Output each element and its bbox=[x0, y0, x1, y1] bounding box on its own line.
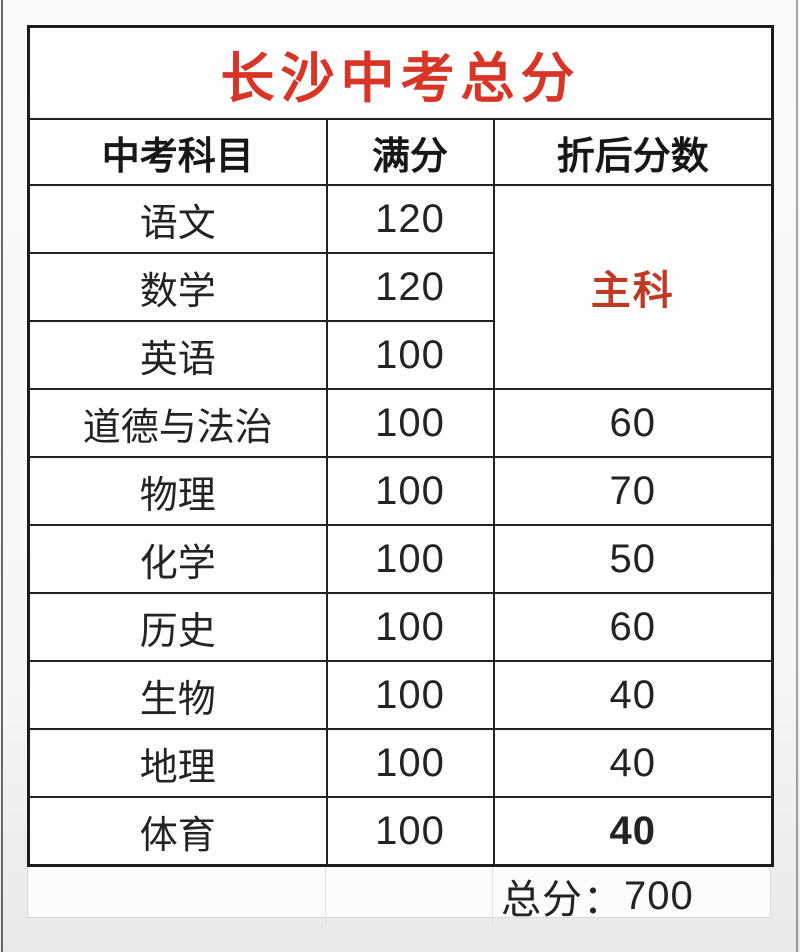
discounted-score-cell: 70 bbox=[492, 456, 774, 526]
subject-cell: 体育 bbox=[27, 796, 328, 867]
discounted-score-cell: 60 bbox=[492, 592, 774, 662]
table-row: 体育 100 40 bbox=[27, 796, 774, 867]
column-header-full-score: 满分 bbox=[325, 118, 495, 186]
column-header-subject: 中考科目 bbox=[27, 118, 328, 186]
score-card: 长沙中考总分 中考科目 满分 折后分数 语文 120 主科 数学 120 英语 … bbox=[27, 25, 774, 925]
table-row: 英语 100 bbox=[27, 320, 773, 390]
total-score-label: 总分： bbox=[501, 878, 624, 922]
full-score-cell: 100 bbox=[325, 728, 495, 798]
table-row: 道德与法治 100 60 bbox=[27, 388, 774, 458]
table-row: 历史 100 60 bbox=[27, 592, 774, 662]
discounted-score-cell: 40 bbox=[492, 728, 774, 798]
table-row: 语文 120 主科 bbox=[27, 184, 774, 390]
discounted-score-cell: 40 bbox=[492, 796, 774, 867]
subject-cell: 地理 bbox=[27, 728, 328, 798]
discounted-score-cell: 50 bbox=[492, 524, 774, 594]
full-score-cell: 120 bbox=[325, 252, 495, 322]
page-title: 长沙中考总分 bbox=[27, 25, 774, 120]
table-row: 地理 100 40 bbox=[27, 728, 774, 798]
table-row: 物理 100 70 bbox=[27, 456, 774, 526]
total-score-value: 700 bbox=[624, 873, 694, 918]
column-header-discounted-score: 折后分数 bbox=[492, 118, 774, 186]
full-score-cell: 100 bbox=[325, 592, 495, 662]
subject-cell: 物理 bbox=[27, 456, 328, 526]
discounted-score-cell: 60 bbox=[492, 388, 774, 458]
subject-cell: 英语 bbox=[27, 320, 328, 390]
subject-cell: 数学 bbox=[27, 252, 328, 322]
total-row: 总分： 700 bbox=[27, 867, 771, 925]
total-cell: 总分： 700 bbox=[493, 867, 772, 925]
header-row: 中考科目 满分 折后分数 bbox=[27, 118, 774, 186]
title-row: 长沙中考总分 bbox=[27, 25, 774, 120]
table-row: 化学 100 50 bbox=[27, 524, 774, 594]
subject-cell: 道德与法治 bbox=[27, 388, 328, 458]
subject-cell: 历史 bbox=[27, 592, 328, 662]
full-score-cell: 100 bbox=[325, 388, 495, 458]
full-score-cell: 100 bbox=[325, 320, 495, 390]
merged-main-subject-cell: 主科 bbox=[492, 184, 774, 390]
full-score-cell: 100 bbox=[325, 456, 495, 526]
total-row-empty-full-cell bbox=[326, 867, 493, 925]
subject-cell: 语文 bbox=[27, 184, 328, 254]
total-row-empty-subject-cell bbox=[28, 867, 326, 925]
full-score-cell: 120 bbox=[325, 184, 495, 254]
full-score-cell: 100 bbox=[325, 524, 495, 594]
full-score-cell: 100 bbox=[325, 660, 495, 730]
discounted-score-cell: 40 bbox=[492, 660, 774, 730]
subject-cell: 化学 bbox=[27, 524, 328, 594]
table-row: 生物 100 40 bbox=[27, 660, 774, 730]
photo-right-edge-line bbox=[796, 0, 798, 952]
full-score-cell: 100 bbox=[325, 796, 495, 867]
subject-cell: 生物 bbox=[27, 660, 328, 730]
table-row: 数学 120 bbox=[27, 252, 773, 322]
score-table: 长沙中考总分 中考科目 满分 折后分数 语文 120 主科 数学 120 英语 … bbox=[27, 25, 774, 867]
photo-left-edge-line bbox=[1, 0, 3, 952]
